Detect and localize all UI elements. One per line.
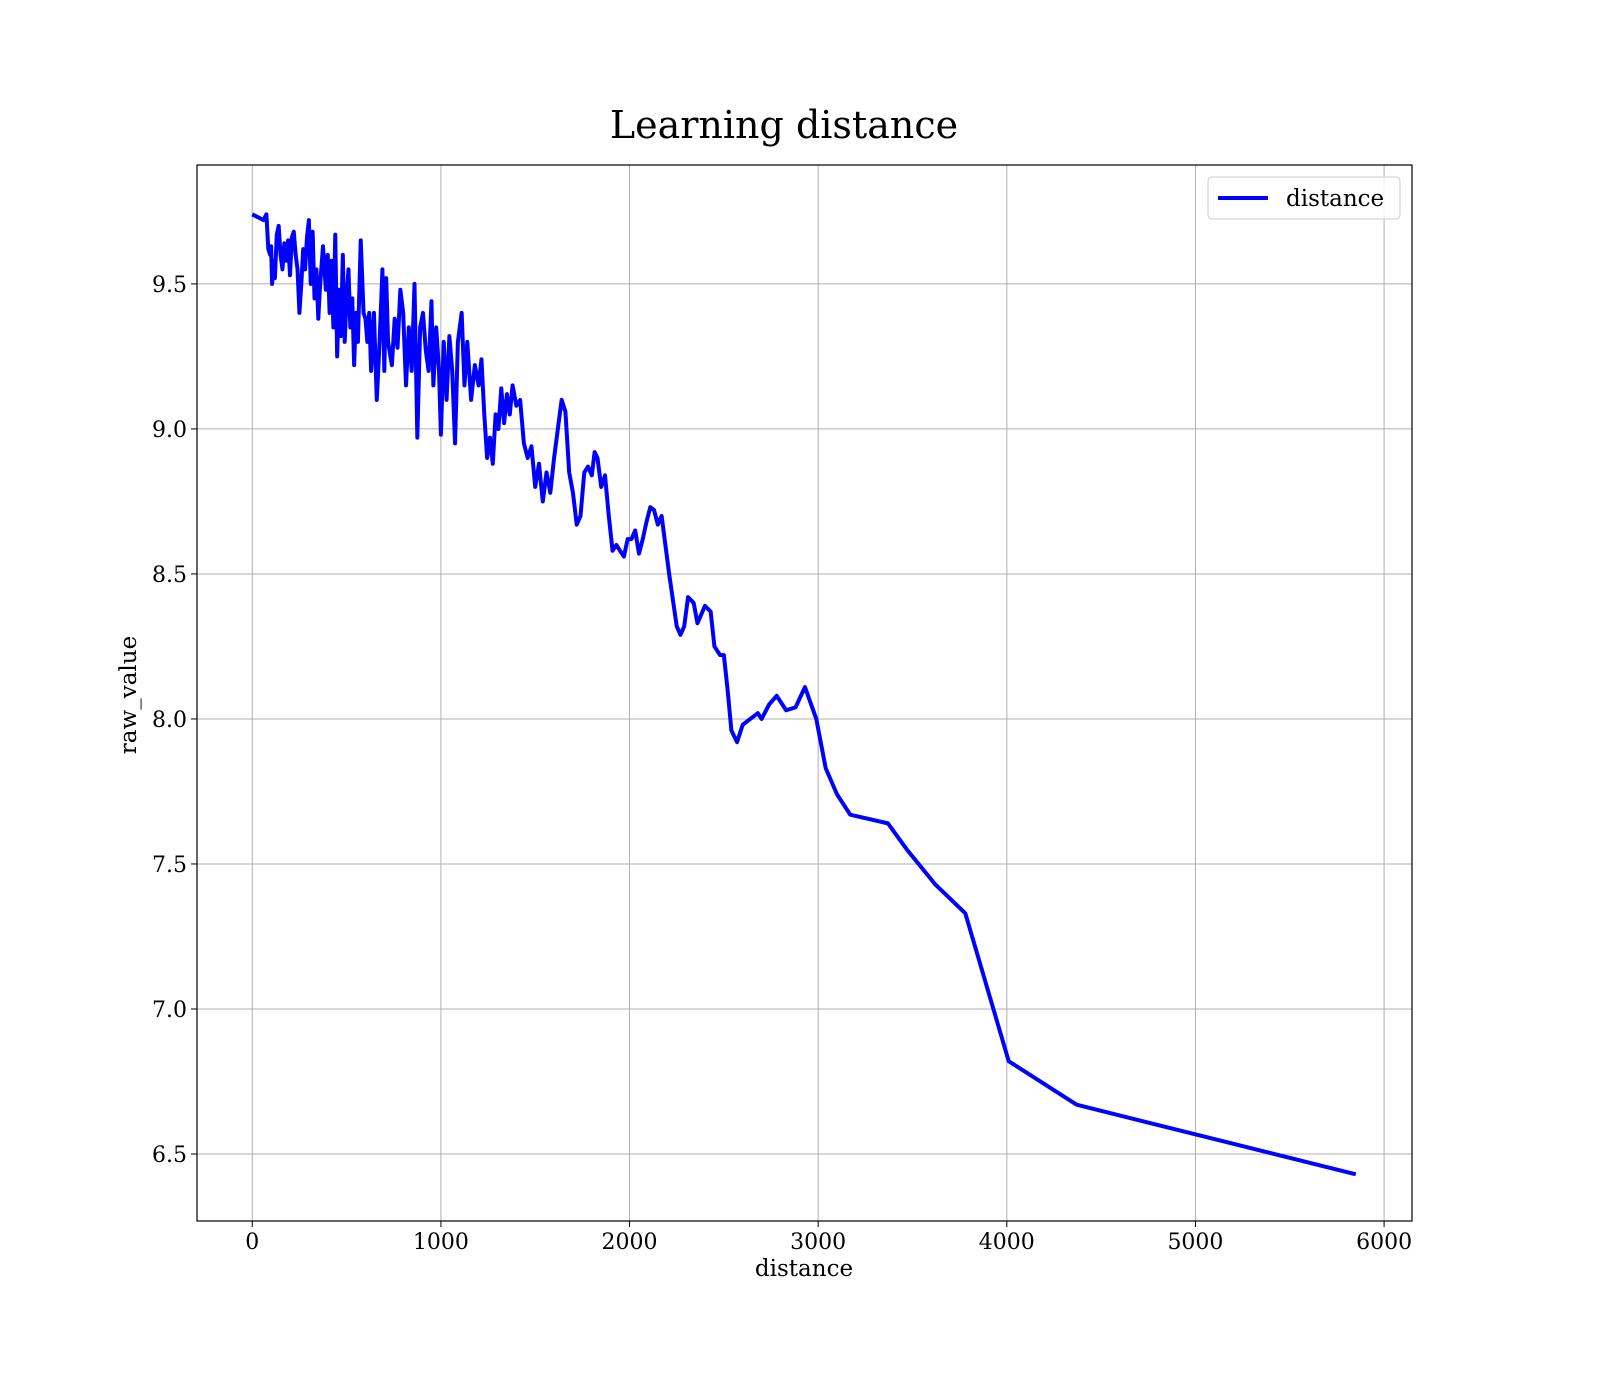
y-tick-label: 9.5 bbox=[152, 273, 187, 298]
legend-box bbox=[1207, 176, 1401, 220]
y-tick-label: 6.5 bbox=[152, 1143, 187, 1168]
plot-frame bbox=[196, 164, 1413, 1222]
data-line bbox=[251, 212, 1357, 1177]
x-tick-label: 0 bbox=[245, 1230, 259, 1255]
x-tick-label: 5000 bbox=[1167, 1230, 1223, 1255]
legend-label: distance bbox=[1286, 186, 1384, 212]
x-tick-label: 4000 bbox=[979, 1230, 1035, 1255]
y-tick-label: 7.0 bbox=[152, 998, 187, 1023]
y-axis-label: raw_value bbox=[116, 636, 142, 754]
y-tick-label: 8.5 bbox=[152, 563, 187, 588]
x-axis-label: distance bbox=[755, 1256, 853, 1282]
y-tick-label: 8.0 bbox=[152, 708, 187, 733]
x-tick-label: 2000 bbox=[602, 1230, 658, 1255]
chart-title: Learning distance bbox=[610, 103, 958, 147]
y-tick-label: 9.0 bbox=[152, 418, 187, 443]
x-tick-label: 3000 bbox=[790, 1230, 846, 1255]
y-tick-label: 7.5 bbox=[152, 853, 187, 878]
x-tick-label: 1000 bbox=[413, 1230, 469, 1255]
x-tick-label: 6000 bbox=[1356, 1230, 1412, 1255]
